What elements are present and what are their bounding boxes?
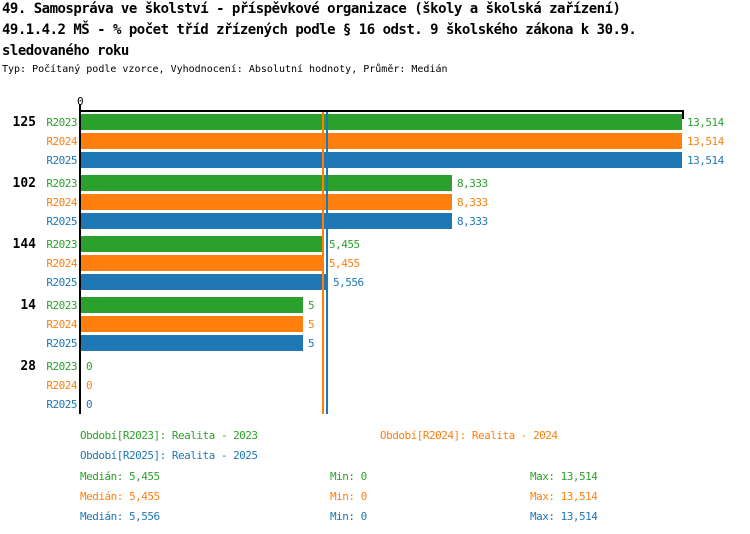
x-axis-end-tick [682, 110, 684, 119]
bar-102-R2025 [81, 213, 452, 229]
bar-144-R2025 [81, 274, 328, 290]
group-label-102: 102 [12, 176, 36, 191]
value-label-102-R2024: 8,333 [457, 196, 488, 209]
value-label-125-R2025: 13,514 [687, 154, 724, 167]
group-label-28: 28 [20, 359, 36, 374]
stats-r2024-median: Medián: 5,455 [80, 490, 160, 503]
bar-144-R2023 [81, 236, 324, 252]
stats-r2023-max: Max: 13,514 [530, 470, 598, 483]
value-label-125-R2024: 13,514 [687, 135, 724, 148]
report-title-line3: sledovaného roku [2, 43, 129, 59]
row-label-125-R2023: R2023 [46, 116, 77, 129]
row-label-14-R2023: R2023 [46, 299, 77, 312]
value-label-144-R2024: 5,455 [329, 257, 360, 270]
bar-144-R2024 [81, 255, 324, 271]
y-axis-line [79, 110, 81, 414]
group-label-125: 125 [12, 115, 36, 130]
stats-r2025-median: Medián: 5,556 [80, 510, 160, 523]
row-label-28-R2025: R2025 [46, 398, 77, 411]
bar-125-R2025 [81, 152, 682, 168]
bar-102-R2023 [81, 175, 452, 191]
legend-entry-r2025: Období[R2025]: Realita - 2025 [80, 449, 258, 462]
row-label-28-R2023: R2023 [46, 360, 77, 373]
value-label-28-R2025: 0 [86, 398, 93, 411]
value-label-28-R2024: 0 [86, 379, 93, 392]
group-label-144: 144 [12, 237, 36, 252]
stats-r2025-max: Max: 13,514 [530, 510, 598, 523]
row-label-125-R2024: R2024 [46, 135, 77, 148]
row-label-144-R2023: R2023 [46, 238, 77, 251]
legend-entry-r2024: Období[R2024]: Realita - 2024 [380, 429, 558, 442]
bar-125-R2024 [81, 133, 682, 149]
report-title-line2: 49.1.4.2 MŠ - % počet tříd zřízených pod… [2, 22, 637, 38]
x-axis-zero-tick [79, 104, 81, 110]
bar-14-R2025 [81, 335, 303, 351]
stats-r2024-max: Max: 13,514 [530, 490, 598, 503]
row-label-144-R2024: R2024 [46, 257, 77, 270]
bar-102-R2024 [81, 194, 452, 210]
x-axis-zero-tick-label: 0 [76, 95, 84, 108]
row-label-102-R2024: R2024 [46, 196, 77, 209]
value-label-144-R2023: 5,455 [329, 238, 360, 251]
report-subtitle: Typ: Počítaný podle vzorce, Vyhodnocení:… [2, 64, 448, 75]
row-label-102-R2023: R2023 [46, 177, 77, 190]
stats-r2023-min: Min: 0 [330, 470, 367, 483]
row-label-14-R2025: R2025 [46, 337, 77, 350]
value-label-14-R2023: 5 [308, 299, 315, 312]
row-label-28-R2024: R2024 [46, 379, 77, 392]
value-label-144-R2025: 5,556 [333, 276, 364, 289]
legend-entry-r2023: Období[R2023]: Realita - 2023 [80, 429, 258, 442]
value-label-102-R2025: 8,333 [457, 215, 488, 228]
bar-14-R2023 [81, 297, 303, 313]
x-axis-line [79, 110, 684, 112]
stats-r2023-median: Medián: 5,455 [80, 470, 160, 483]
value-label-125-R2023: 13,514 [687, 116, 724, 129]
row-label-102-R2025: R2025 [46, 215, 77, 228]
row-label-14-R2024: R2024 [46, 318, 77, 331]
value-label-14-R2025: 5 [308, 337, 315, 350]
value-label-14-R2024: 5 [308, 318, 315, 331]
stats-r2025-min: Min: 0 [330, 510, 367, 523]
median-line-R2025 [326, 112, 328, 414]
value-label-102-R2023: 8,333 [457, 177, 488, 190]
stats-r2024-min: Min: 0 [330, 490, 367, 503]
row-label-144-R2025: R2025 [46, 276, 77, 289]
bar-125-R2023 [81, 114, 682, 130]
report-title-line1: 49. Samospráva ve školství - příspěvkové… [2, 1, 621, 17]
value-label-28-R2023: 0 [86, 360, 93, 373]
bar-14-R2024 [81, 316, 303, 332]
row-label-125-R2025: R2025 [46, 154, 77, 167]
median-line-R2024 [322, 112, 324, 414]
group-label-14: 14 [20, 298, 36, 313]
